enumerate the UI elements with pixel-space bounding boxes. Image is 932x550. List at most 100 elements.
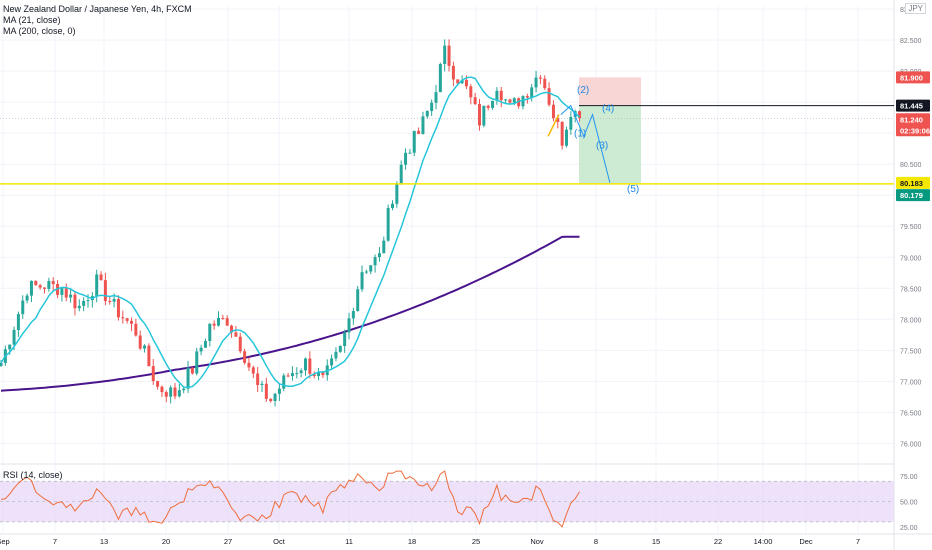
wave-projection <box>560 104 611 183</box>
time-tick-label: 18 <box>408 537 416 546</box>
candle-body <box>25 295 29 301</box>
candle-body <box>356 289 360 312</box>
candle-body <box>412 130 416 153</box>
candle-body <box>77 305 81 309</box>
wave-label: (1) <box>574 128 586 139</box>
candle-body <box>29 280 33 296</box>
candle-body <box>438 63 442 93</box>
candle-body <box>64 288 68 298</box>
grid-lines <box>0 6 894 532</box>
candle-body <box>0 362 3 367</box>
time-tick-label: 7 <box>856 537 860 546</box>
candle-body <box>491 100 495 108</box>
candle-body <box>565 129 568 146</box>
candle-body <box>269 398 273 402</box>
price-tick-label: 78.000 <box>900 317 922 324</box>
candle-body <box>256 373 260 385</box>
candle-body <box>238 336 242 352</box>
candle-body <box>404 152 408 165</box>
entry-price-label-bg <box>896 99 930 112</box>
candle-body <box>130 320 133 324</box>
candle-body <box>434 92 438 103</box>
candle-body <box>556 118 560 122</box>
candle-body <box>408 152 412 154</box>
wave-label: (5) <box>627 184 639 195</box>
candle-body <box>347 318 351 333</box>
support-price-label: 80.183 <box>900 179 923 188</box>
candle-body <box>156 381 160 387</box>
ma200-line <box>0 235 580 392</box>
candle-body <box>277 388 281 394</box>
candle-body <box>560 121 564 146</box>
rsi-tick-label: 75.00 <box>900 474 918 481</box>
candle-body <box>447 45 451 66</box>
candle-body <box>425 110 429 117</box>
candle-body <box>299 370 303 374</box>
candle-body <box>460 79 464 84</box>
price-tick-label: 78.500 <box>900 286 922 293</box>
ma200-legend[interactable]: MA (200, close, 0) <box>3 26 76 36</box>
candle-body <box>8 344 12 350</box>
candle-body <box>321 372 325 376</box>
price-tick-label: 80.500 <box>900 162 922 169</box>
candle-body <box>543 78 547 89</box>
symbol-title[interactable]: New Zealand Dollar / Japanese Yen, 4h, F… <box>3 4 192 14</box>
candle-body <box>86 300 90 302</box>
candle-body <box>225 318 229 326</box>
ma21-legend[interactable]: MA (21, close) <box>3 15 61 25</box>
candle-body <box>534 77 538 88</box>
ma21-line <box>0 76 581 389</box>
candle-body <box>499 90 503 101</box>
candle-body <box>304 358 307 371</box>
candle-body <box>521 96 525 107</box>
candle-body <box>478 104 481 126</box>
candle-body <box>334 351 338 359</box>
stop-loss-zone <box>579 77 641 106</box>
candle-body <box>12 329 16 345</box>
rsi-tick-label: 25.00 <box>900 525 918 532</box>
candle-body <box>512 98 516 103</box>
rsi-legend[interactable]: RSI (14, close) <box>3 470 63 480</box>
entry-price-label: 81.445 <box>900 102 923 111</box>
time-tick-label: 22 <box>714 537 722 546</box>
candle-body <box>234 332 238 337</box>
candle-body <box>69 294 73 298</box>
candle-body <box>569 117 573 130</box>
stop-price-label-bg <box>896 71 930 84</box>
candle-body <box>464 79 468 87</box>
time-tick-label: 11 <box>345 537 353 546</box>
wave-1-leg <box>547 114 560 137</box>
candle-body <box>343 332 347 347</box>
candle-body <box>103 280 107 302</box>
price-tick-label: 79.000 <box>900 255 922 262</box>
candle-body <box>95 274 99 297</box>
candle-body <box>338 346 342 352</box>
candle-body <box>399 164 403 184</box>
candle-body <box>203 340 207 348</box>
candle-body <box>190 367 194 374</box>
candle-body <box>578 111 582 119</box>
candle-body <box>391 203 394 208</box>
candle-body <box>517 98 521 107</box>
candle-body <box>369 265 373 272</box>
support-price-label-bg <box>896 176 930 189</box>
candle-body <box>456 79 460 84</box>
candle-body <box>273 393 277 402</box>
candle-body <box>147 345 151 367</box>
candle-body <box>99 274 103 281</box>
candle-body <box>525 96 529 98</box>
candle-body <box>473 97 477 105</box>
candle-body <box>360 272 364 290</box>
candle-body <box>317 372 321 377</box>
candle-body <box>251 367 255 374</box>
time-tick-label: Nov <box>530 537 544 546</box>
candle-body <box>164 392 168 397</box>
candle-body <box>195 351 199 374</box>
take-profit-zone <box>579 105 641 185</box>
candle-body <box>82 300 86 306</box>
candle-body <box>73 294 77 309</box>
current-price-label: 81.240 <box>900 115 923 124</box>
candle-body <box>364 271 368 273</box>
candle-body <box>47 281 51 289</box>
